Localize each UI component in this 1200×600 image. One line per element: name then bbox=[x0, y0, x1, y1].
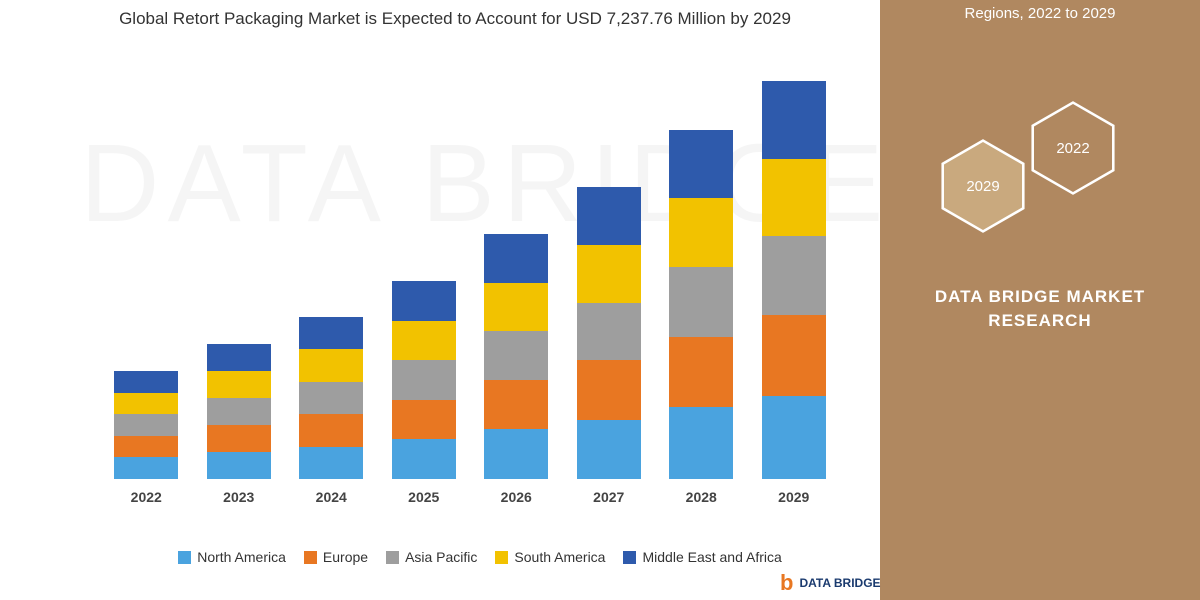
bar-segment bbox=[207, 452, 271, 479]
right-panel: Regions, 2022 to 2029 2029 2022 DATA BRI… bbox=[880, 0, 1200, 600]
bar-segment bbox=[299, 382, 363, 414]
stacked-bar bbox=[299, 317, 363, 479]
legend: North America Europe Asia Pacific South Ame… bbox=[90, 549, 870, 565]
brand-line-2: RESEARCH bbox=[988, 311, 1091, 330]
x-axis-label: 2028 bbox=[686, 489, 717, 505]
legend-item: Middle East and Africa bbox=[623, 549, 781, 565]
hex-label-2022: 2022 bbox=[1056, 140, 1089, 157]
bar-segment bbox=[669, 198, 733, 266]
legend-item: Asia Pacific bbox=[386, 549, 477, 565]
brand-line-1: DATA BRIDGE MARKET bbox=[935, 287, 1145, 306]
bar-segment bbox=[207, 398, 271, 425]
bar-segment bbox=[484, 331, 548, 380]
x-axis-label: 2023 bbox=[223, 489, 254, 505]
bar-segment bbox=[484, 380, 548, 429]
bar-segment bbox=[669, 130, 733, 198]
bar-segment bbox=[299, 414, 363, 446]
bar-group: 2023 bbox=[203, 344, 275, 505]
bar-segment bbox=[114, 371, 178, 393]
stacked-bar bbox=[207, 344, 271, 479]
bar-segment bbox=[299, 349, 363, 381]
stacked-bar bbox=[392, 281, 456, 479]
legend-item: Europe bbox=[304, 549, 368, 565]
stacked-bar bbox=[577, 187, 641, 479]
stacked-bar bbox=[762, 81, 826, 479]
bars-container: 2022 2023 2024 2025 2026 2027 2028 2029 bbox=[100, 105, 840, 505]
footer-logo: b DATA BRIDGE bbox=[780, 570, 881, 596]
bar-group: 2026 bbox=[480, 234, 552, 505]
bar-segment bbox=[299, 447, 363, 479]
hexagon-badges: 2029 2022 bbox=[920, 100, 1160, 250]
bar-segment bbox=[669, 407, 733, 479]
legend-item: North America bbox=[178, 549, 286, 565]
bar-segment bbox=[762, 396, 826, 479]
bar-segment bbox=[577, 420, 641, 479]
x-axis-label: 2022 bbox=[131, 489, 162, 505]
hex-label-2029: 2029 bbox=[966, 178, 999, 195]
bar-segment bbox=[392, 321, 456, 361]
bar-segment bbox=[114, 457, 178, 479]
hexagon-2022: 2022 bbox=[1030, 100, 1116, 196]
bar-segment bbox=[114, 393, 178, 415]
bar-group: 2028 bbox=[665, 130, 737, 505]
x-axis-label: 2029 bbox=[778, 489, 809, 505]
bar-segment bbox=[762, 236, 826, 315]
chart-area: Global Retort Packaging Market is Expect… bbox=[40, 0, 870, 600]
bar-segment bbox=[577, 187, 641, 245]
bar-segment bbox=[577, 245, 641, 303]
bar-group: 2022 bbox=[110, 371, 182, 505]
bar-segment bbox=[484, 429, 548, 479]
brand-text: DATA BRIDGE MARKET RESEARCH bbox=[880, 285, 1200, 333]
bar-segment bbox=[392, 281, 456, 321]
bar-group: 2027 bbox=[573, 187, 645, 505]
bar-segment bbox=[299, 317, 363, 349]
legend-label: Europe bbox=[323, 549, 368, 565]
bar-group: 2029 bbox=[758, 81, 830, 505]
stacked-bar bbox=[484, 234, 548, 479]
x-axis-label: 2027 bbox=[593, 489, 624, 505]
legend-swatch bbox=[304, 551, 317, 564]
legend-label: South America bbox=[514, 549, 605, 565]
bar-segment bbox=[484, 234, 548, 283]
legend-swatch bbox=[495, 551, 508, 564]
bar-segment bbox=[392, 400, 456, 440]
stacked-bar bbox=[669, 130, 733, 479]
bar-segment bbox=[669, 337, 733, 407]
bar-group: 2024 bbox=[295, 317, 367, 505]
bar-segment bbox=[484, 283, 548, 332]
bar-segment bbox=[577, 360, 641, 419]
bar-segment bbox=[392, 439, 456, 479]
bar-segment bbox=[207, 344, 271, 371]
bar-segment bbox=[114, 414, 178, 436]
bar-segment bbox=[207, 371, 271, 398]
legend-swatch bbox=[178, 551, 191, 564]
footer-logo-mark: b bbox=[780, 570, 793, 596]
bar-segment bbox=[114, 436, 178, 458]
x-axis-label: 2024 bbox=[316, 489, 347, 505]
legend-item: South America bbox=[495, 549, 605, 565]
right-panel-title: Regions, 2022 to 2029 bbox=[880, 0, 1200, 24]
chart-title: Global Retort Packaging Market is Expect… bbox=[40, 0, 870, 35]
bar-segment bbox=[762, 81, 826, 158]
legend-label: Asia Pacific bbox=[405, 549, 477, 565]
bar-segment bbox=[762, 315, 826, 396]
bar-segment bbox=[762, 159, 826, 236]
x-axis-label: 2025 bbox=[408, 489, 439, 505]
bar-segment bbox=[207, 425, 271, 452]
bar-segment bbox=[669, 267, 733, 337]
legend-swatch bbox=[623, 551, 636, 564]
footer-logo-text: DATA BRIDGE bbox=[799, 576, 880, 590]
legend-label: North America bbox=[197, 549, 286, 565]
legend-swatch bbox=[386, 551, 399, 564]
bar-segment bbox=[577, 303, 641, 361]
stacked-bar bbox=[114, 371, 178, 479]
bar-segment bbox=[392, 360, 456, 400]
legend-label: Middle East and Africa bbox=[642, 549, 781, 565]
x-axis-label: 2026 bbox=[501, 489, 532, 505]
hexagon-2029: 2029 bbox=[940, 138, 1026, 234]
bar-group: 2025 bbox=[388, 281, 460, 505]
